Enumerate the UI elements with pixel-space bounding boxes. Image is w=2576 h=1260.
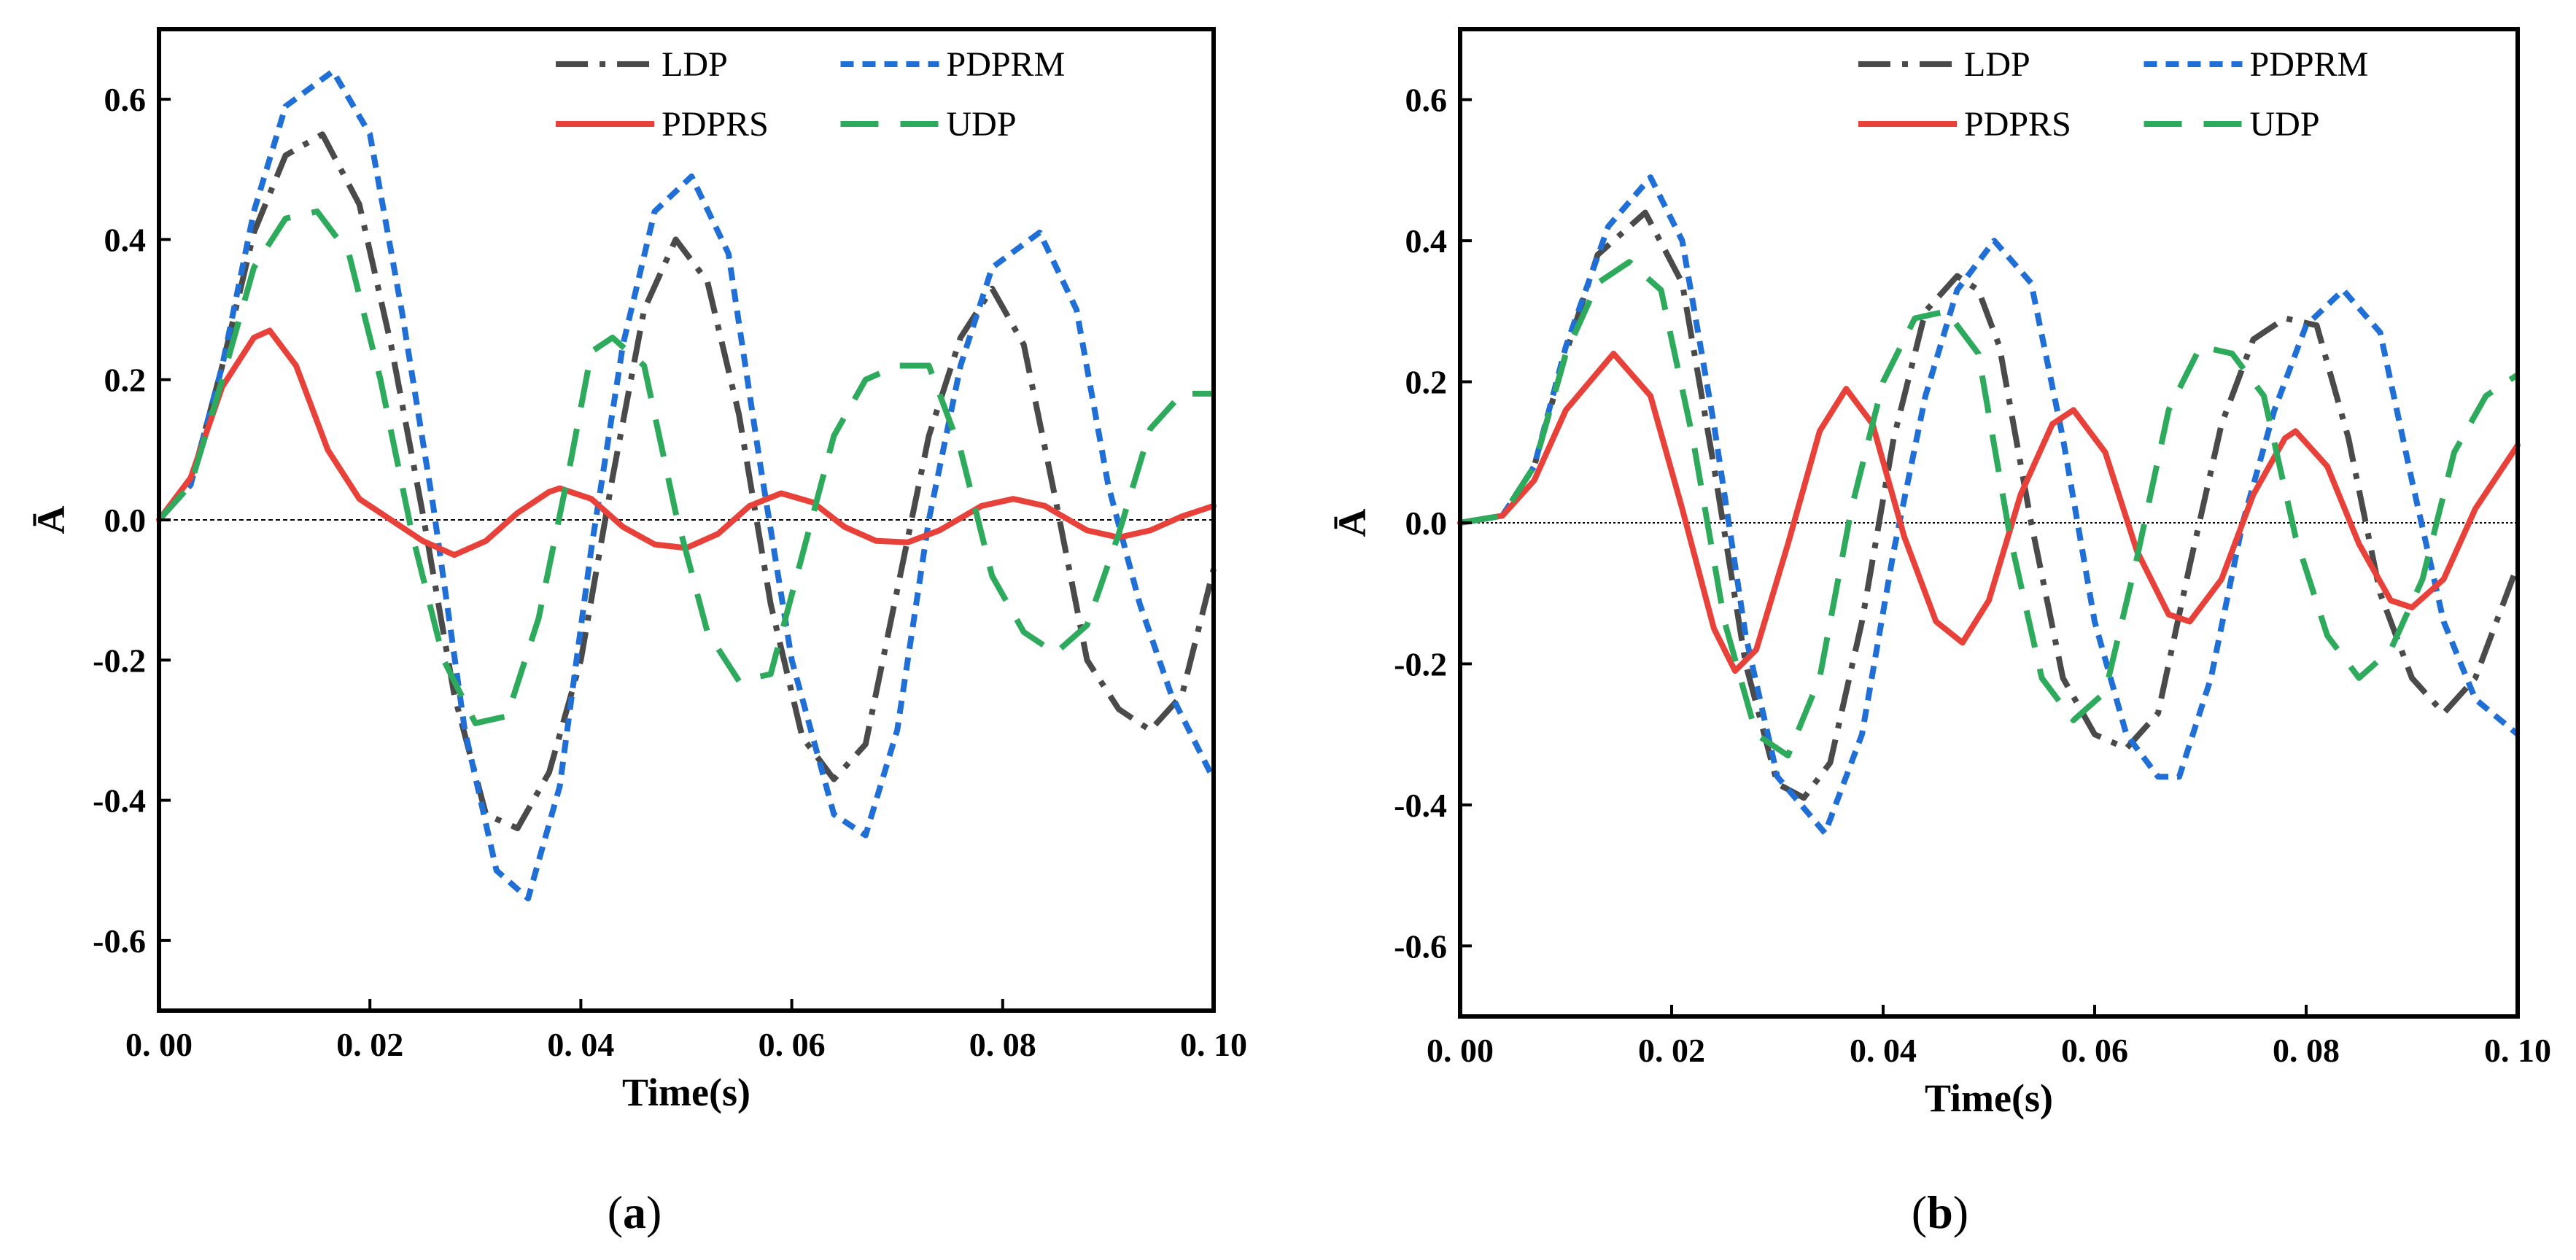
x-tick-label: 0. 00	[125, 1026, 193, 1063]
x-tick-label: 0. 02	[336, 1026, 403, 1063]
legend-label-pdprm: PDPRM	[2250, 45, 2369, 84]
panel-letter: a	[623, 1186, 646, 1238]
series-line-pdprm	[1459, 174, 2520, 836]
chart-panel-a: 0.6 0.4 0.2 0.0 -0.2 -0.4 -0.6 0. 00 0. 02 0. 04 0…	[29, 27, 1247, 1238]
chart-panel-b: 0.6 0.4 0.2 0.0 -0.2 -0.4 -0.6 0. 00 0. 02 0. 04 0…	[1330, 27, 2551, 1238]
legend-label-pdprm: PDPRM	[947, 45, 1066, 84]
legend-label-ldp: LDP	[1964, 45, 2030, 84]
y-tick-label: 0.4	[1405, 222, 1448, 260]
legend: LDP PDPRM PDPRS UDP	[556, 45, 1065, 144]
y-tick-label: 0.6	[1405, 82, 1448, 119]
x-tick-label: 0. 10	[2484, 1032, 2551, 1069]
y-tick-label: 0.2	[104, 362, 147, 399]
legend-label-ldp: LDP	[662, 45, 728, 84]
x-axis-label: Time(s)	[622, 1070, 750, 1114]
legend: LDP PDPRM PDPRS UDP	[1858, 45, 2368, 144]
panel-label: (b)	[1912, 1186, 1968, 1238]
legend-label-udp: UDP	[947, 105, 1017, 144]
y-tick-label: 0.6	[104, 81, 147, 118]
x-tick-label: 0. 08	[969, 1026, 1036, 1063]
x-tick-label: 0. 10	[1180, 1026, 1247, 1063]
y-tick-label: 0.4	[104, 221, 147, 258]
y-tick-label: 0.0	[1405, 505, 1448, 542]
x-tick-label: 0. 06	[2061, 1032, 2128, 1069]
y-tick-label: -0.4	[93, 782, 146, 820]
series-line-pdprm	[157, 68, 1217, 902]
legend-label-pdprs: PDPRS	[662, 105, 769, 144]
y-tick-label: -0.2	[93, 642, 146, 679]
y-axis-label: Ā	[1330, 509, 1374, 537]
panel-label: (a)	[608, 1186, 662, 1238]
x-tick-label: 0. 04	[1850, 1032, 1917, 1069]
y-tick-label: -0.2	[1394, 645, 1447, 682]
legend-label-pdprs: PDPRS	[1964, 105, 2071, 144]
y-axis-label: Ā	[29, 506, 73, 534]
y-tick-label: -0.4	[1394, 787, 1447, 824]
series-line-pdprs	[1457, 350, 2521, 674]
series-line-udp	[157, 209, 1214, 726]
y-tick-label: -0.6	[1394, 928, 1447, 965]
x-tick-label: 0. 04	[547, 1026, 614, 1063]
series-line-pdprs	[156, 327, 1217, 559]
x-tick-label: 0. 00	[1427, 1032, 1494, 1069]
panel-letter: b	[1927, 1186, 1953, 1238]
y-tick-label: 0.2	[1405, 364, 1448, 401]
legend-label-udp: UDP	[2250, 105, 2320, 144]
y-tick-label: 0.0	[104, 502, 147, 539]
x-tick-label: 0. 06	[759, 1026, 826, 1063]
y-tick-label: -0.6	[93, 922, 146, 960]
x-axis-label: Time(s)	[1925, 1076, 2053, 1120]
series-line-udp	[1459, 259, 2520, 759]
x-tick-label: 0. 02	[1638, 1032, 1705, 1069]
series-line-ldp	[1459, 209, 2521, 801]
x-tick-label: 0. 08	[2273, 1032, 2340, 1069]
series-line-ldp	[157, 131, 1217, 831]
